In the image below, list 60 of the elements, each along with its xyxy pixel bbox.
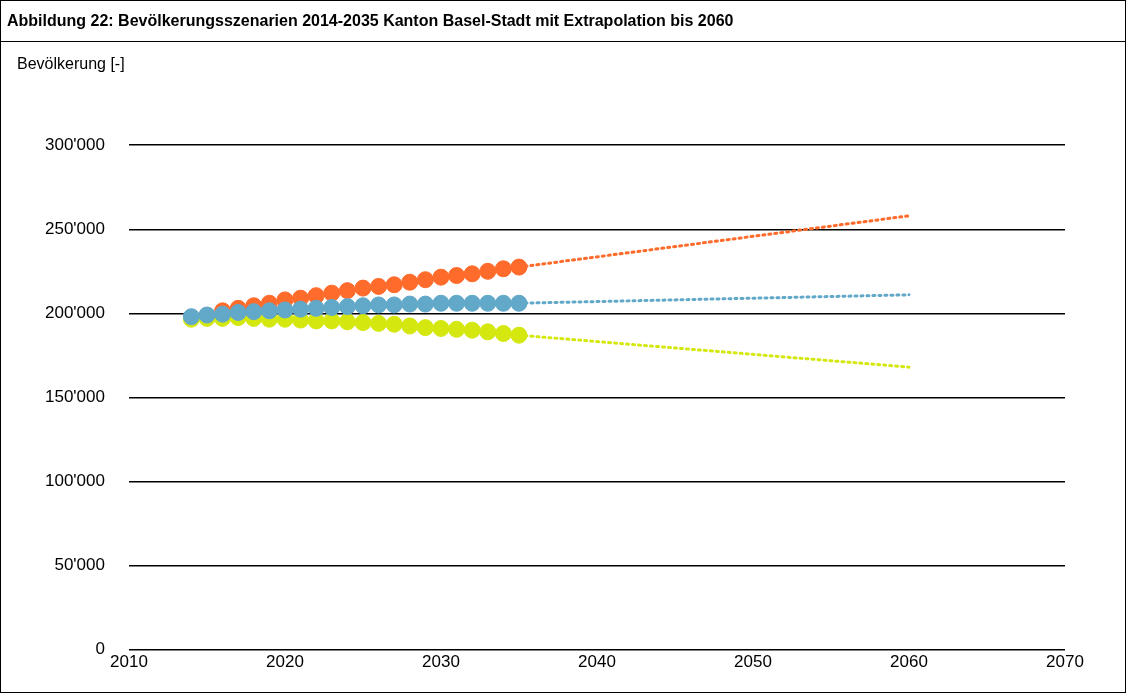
- point: [448, 294, 466, 312]
- point: [338, 282, 356, 300]
- point: [338, 313, 356, 331]
- point: [385, 296, 403, 314]
- y-tick-label: 150'000: [44, 387, 105, 407]
- x-tick-label: 2060: [890, 652, 928, 672]
- point: [354, 314, 372, 332]
- point: [463, 294, 481, 312]
- y-tick-label: 300'000: [44, 134, 105, 154]
- point: [307, 299, 325, 317]
- point: [260, 302, 278, 320]
- y-tick-label: 50'000: [54, 555, 105, 575]
- point: [448, 267, 466, 284]
- point: [276, 301, 294, 319]
- point: [354, 279, 372, 297]
- y-axis-title: Bevölkerung [-]: [17, 55, 125, 73]
- point: [323, 298, 341, 316]
- point: [370, 314, 388, 332]
- y-tick-label: 0: [95, 639, 105, 659]
- x-tick-label: 2070: [1046, 652, 1084, 672]
- point: [494, 294, 512, 312]
- point: [432, 319, 450, 337]
- point: [401, 295, 419, 313]
- point: [494, 325, 512, 343]
- point: [354, 297, 372, 315]
- point: [510, 258, 528, 276]
- point: [370, 296, 388, 314]
- chart-title: Abbildung 22: Bevölkerungsszenarien 2014-2035 Kanton Basel-Stadt mit Extrapolation bis 2060: [1, 1, 1125, 42]
- point: [229, 303, 247, 321]
- y-tick-label: 200'000: [44, 303, 105, 323]
- point: [510, 294, 528, 312]
- point: [338, 298, 356, 316]
- point: [323, 284, 341, 302]
- point: [401, 317, 419, 335]
- point: [432, 268, 450, 286]
- point: [292, 300, 310, 318]
- point: [416, 271, 434, 289]
- x-tick-label: 2010: [110, 652, 148, 672]
- point: [479, 323, 497, 341]
- x-tick-label: 2040: [578, 652, 616, 672]
- point: [448, 320, 466, 338]
- y-tick-label: 250'000: [44, 218, 105, 238]
- point: [479, 262, 497, 280]
- point: [463, 265, 481, 283]
- point: [416, 319, 434, 337]
- point: [401, 273, 419, 291]
- point: [463, 321, 481, 339]
- point: [494, 260, 512, 278]
- point: [416, 295, 434, 313]
- point: [385, 315, 403, 333]
- point: [510, 326, 528, 344]
- x-tick-label: 2020: [266, 652, 304, 672]
- point: [385, 276, 403, 294]
- point: [370, 277, 388, 295]
- point: [479, 294, 497, 312]
- x-tick-label: 2030: [422, 652, 460, 672]
- point: [245, 303, 263, 321]
- point: [432, 294, 450, 312]
- x-tick-label: 2050: [734, 652, 772, 672]
- y-tick-label: 100'000: [44, 471, 105, 491]
